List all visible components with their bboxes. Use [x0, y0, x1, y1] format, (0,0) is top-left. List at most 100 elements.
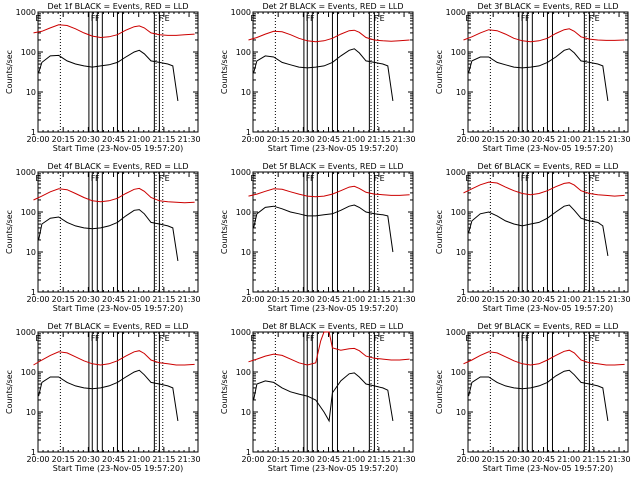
- y-axis-label: Counts/sec: [220, 50, 229, 94]
- event-marker-label: E: [380, 174, 385, 183]
- x-tick-label: 21:30: [393, 455, 416, 464]
- x-tick-label: 21:15: [152, 455, 175, 464]
- x-tick-label: 20:45: [532, 295, 555, 304]
- chart-title: Det 8f BLACK = Events, RED = LLD: [262, 322, 403, 331]
- y-tick-label: 1: [31, 448, 36, 457]
- plot-frame: [252, 11, 414, 133]
- event-marker-label: F: [310, 334, 315, 343]
- plot-frame: [37, 331, 199, 453]
- y-tick-label: 100: [451, 48, 466, 57]
- event-marker-label: F: [521, 334, 526, 343]
- plot-frame: [37, 11, 199, 133]
- y-axis-label: Counts/sec: [5, 210, 14, 254]
- data-series-line: [463, 28, 625, 43]
- x-tick-label: 20:15: [52, 135, 75, 144]
- y-tick-label: 1: [31, 288, 36, 297]
- x-tick-label: 21:00: [557, 135, 580, 144]
- y-tick-label: 1: [246, 288, 251, 297]
- y-tick-label: 1: [461, 448, 466, 457]
- x-tick-label: 21:00: [557, 455, 580, 464]
- x-tick-label: 20:00: [26, 455, 49, 464]
- x-tick-label: 20:15: [482, 295, 505, 304]
- y-tick-label: 1: [246, 448, 251, 457]
- x-tick-label: 20:45: [102, 295, 125, 304]
- data-series-line: [38, 369, 179, 421]
- y-tick-label: 1000: [231, 168, 251, 177]
- y-axis-label: Counts/sec: [435, 50, 444, 94]
- data-series-line: [248, 29, 410, 43]
- event-marker-label: F: [91, 14, 96, 23]
- x-tick-label: 20:00: [456, 295, 479, 304]
- event-marker-label: F: [374, 174, 379, 183]
- y-tick-label: 10: [26, 248, 36, 257]
- x-tick-label: 20:00: [241, 135, 264, 144]
- event-marker-label: F: [310, 14, 315, 23]
- data-series-line: [253, 48, 394, 101]
- event-marker-label: E: [595, 14, 600, 23]
- x-tick-label: 21:15: [582, 455, 605, 464]
- event-marker-label: F: [374, 334, 379, 343]
- event-marker-label: F: [306, 174, 311, 183]
- event-marker-label: F: [306, 334, 311, 343]
- data-series-line: [468, 204, 609, 256]
- event-marker-label: E: [35, 174, 40, 183]
- x-tick-label: 20:45: [532, 135, 555, 144]
- x-tick-label: 21:30: [608, 455, 631, 464]
- x-axis-label: Start Time (23-Nov-05 19:57:20): [268, 304, 398, 313]
- y-tick-label: 10: [26, 408, 36, 417]
- event-marker-label: F: [589, 14, 594, 23]
- event-marker-label: E: [35, 14, 40, 23]
- data-series-line: [463, 349, 625, 366]
- x-tick-label: 20:45: [102, 455, 125, 464]
- plot-frame: [252, 331, 414, 453]
- event-marker-label: F: [95, 334, 100, 343]
- event-marker-label: E: [465, 334, 470, 343]
- detector-panel: Det 8f BLACK = Events, RED = LLD 1 10 100 10…: [220, 322, 416, 473]
- x-tick-label: 21:30: [393, 295, 416, 304]
- y-tick-label: 100: [21, 368, 36, 377]
- x-tick-label: 20:15: [267, 455, 290, 464]
- x-tick-label: 21:30: [178, 455, 201, 464]
- chart-title: Det 5f BLACK = Events, RED = LLD: [262, 162, 403, 171]
- x-tick-label: 20:45: [317, 135, 340, 144]
- y-tick-label: 1: [461, 128, 466, 137]
- event-marker-label: E: [380, 14, 385, 23]
- x-tick-label: 20:30: [292, 455, 315, 464]
- x-tick-label: 20:00: [26, 135, 49, 144]
- x-tick-label: 21:00: [127, 295, 150, 304]
- plot-frame: [467, 171, 629, 293]
- x-tick-label: 21:00: [342, 135, 365, 144]
- event-marker-label: E: [165, 174, 170, 183]
- plot-frame: [467, 331, 629, 453]
- x-tick-label: 21:30: [393, 135, 416, 144]
- y-tick-label: 100: [236, 208, 251, 217]
- event-marker-label: F: [91, 334, 96, 343]
- event-marker-label: F: [521, 14, 526, 23]
- plot-frame: [37, 171, 199, 293]
- event-marker-label: F: [589, 174, 594, 183]
- x-tick-label: 20:15: [52, 295, 75, 304]
- x-tick-label: 21:30: [608, 295, 631, 304]
- chart-title: Det 4f BLACK = Events, RED = LLD: [47, 162, 188, 171]
- x-tick-label: 21:15: [152, 135, 175, 144]
- detector-panel: Det 5f BLACK = Events, RED = LLD 1 10 100 10…: [220, 162, 416, 313]
- y-tick-label: 10: [456, 408, 466, 417]
- y-tick-label: 1000: [446, 168, 466, 177]
- data-series-line: [253, 372, 394, 423]
- event-marker-label: E: [250, 14, 255, 23]
- event-marker-label: F: [306, 14, 311, 23]
- data-series-line: [248, 185, 410, 198]
- x-tick-label: 20:45: [317, 295, 340, 304]
- y-tick-label: 1: [461, 288, 466, 297]
- x-tick-label: 21:00: [342, 295, 365, 304]
- data-series-line: [33, 187, 195, 204]
- x-tick-label: 20:00: [241, 455, 264, 464]
- event-marker-label: F: [589, 334, 594, 343]
- x-axis-label: Start Time (23-Nov-05 19:57:20): [483, 464, 613, 473]
- detector-panel: Det 4f BLACK = Events, RED = LLD 1 10 100 10…: [5, 162, 201, 313]
- x-tick-label: 20:45: [532, 455, 555, 464]
- data-series-line: [33, 350, 195, 366]
- y-tick-label: 10: [456, 248, 466, 257]
- event-marker-label: E: [380, 334, 385, 343]
